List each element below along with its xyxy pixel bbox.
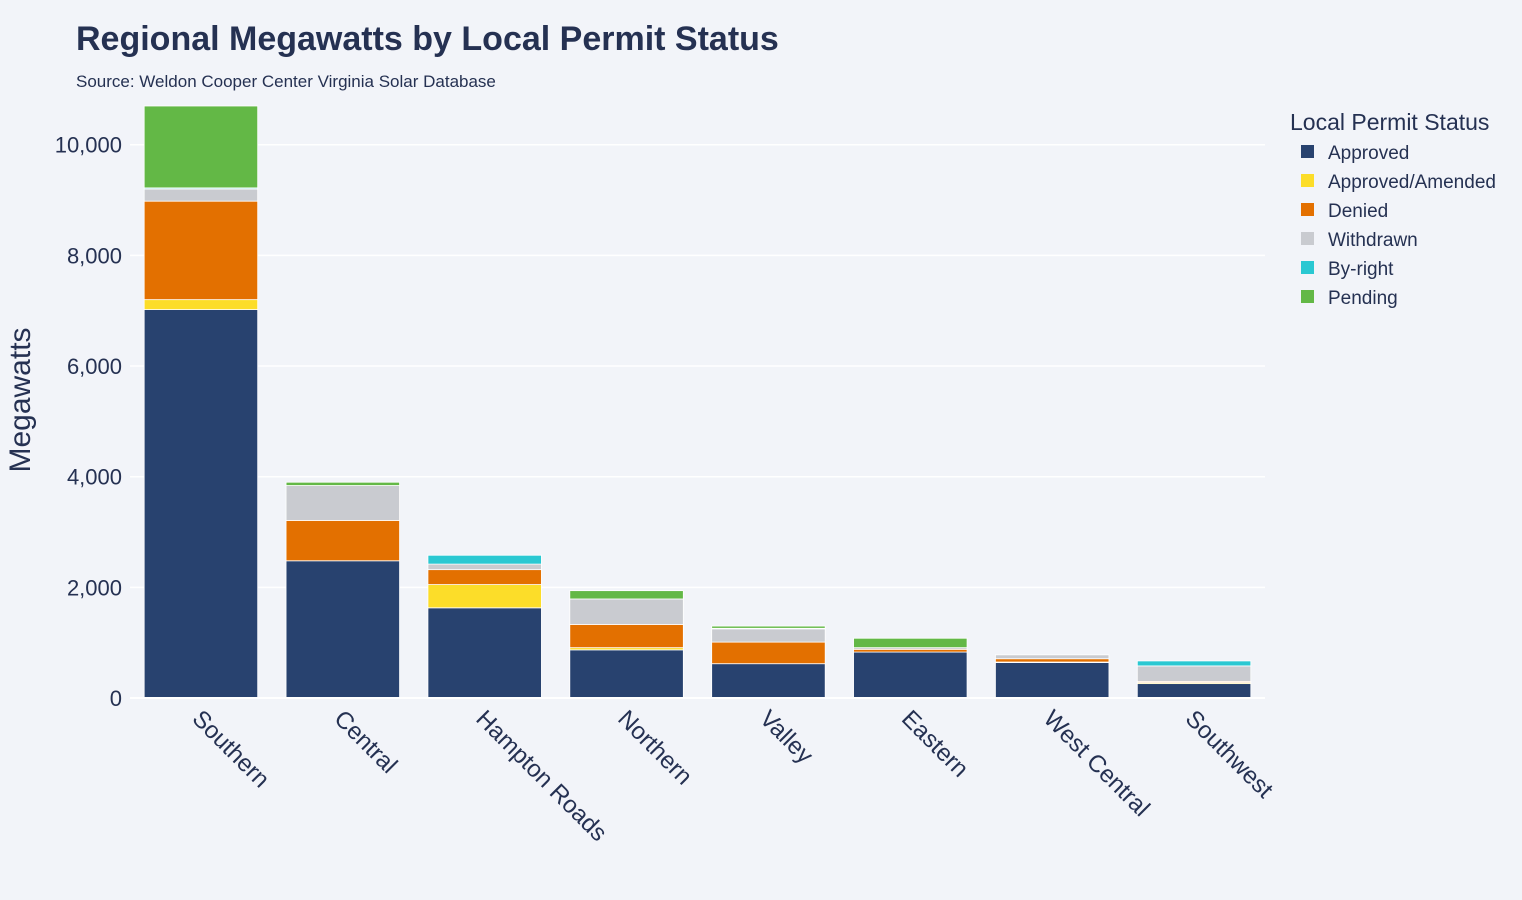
bar-segment bbox=[1136, 665, 1252, 682]
legend-item-label: Denied bbox=[1328, 201, 1388, 222]
bar-segment bbox=[143, 200, 259, 301]
chart-title: Regional Megawatts by Local Permit Statu… bbox=[76, 20, 779, 58]
bar-segment bbox=[427, 569, 542, 585]
bar-segment bbox=[143, 188, 259, 202]
bar-segment bbox=[995, 654, 1110, 660]
bar-segment bbox=[569, 624, 684, 649]
bar-segment bbox=[1136, 660, 1252, 667]
legend-item-label: By-right bbox=[1328, 259, 1394, 280]
bar-segment bbox=[285, 485, 400, 521]
bar-segment bbox=[711, 663, 826, 699]
legend-item-label: Pending bbox=[1328, 288, 1398, 309]
x-tick-label: Southwest bbox=[1180, 705, 1279, 804]
legend-item-label: Approved bbox=[1328, 143, 1409, 164]
bar-segment bbox=[853, 648, 968, 653]
bar-segment bbox=[143, 299, 259, 311]
legend: Local Permit Status Approved Approved/Ame… bbox=[1290, 109, 1496, 309]
bar-segment bbox=[143, 309, 259, 699]
bar-segment bbox=[285, 481, 400, 486]
bar-segment bbox=[711, 628, 826, 643]
bar-segment bbox=[711, 625, 826, 629]
bar-segment bbox=[569, 590, 684, 600]
x-tick-label: West Central bbox=[1038, 705, 1155, 822]
legend-item-label: Approved/Amended bbox=[1328, 172, 1496, 193]
legend-item-label: Withdrawn bbox=[1328, 230, 1418, 251]
bar-segment bbox=[569, 649, 684, 699]
legend-swatch bbox=[1301, 145, 1314, 158]
legend-swatch bbox=[1301, 261, 1314, 274]
bar-segment bbox=[1136, 683, 1252, 699]
bar-segment bbox=[853, 637, 968, 649]
x-tick-label: Central bbox=[329, 705, 403, 779]
y-axis-label: Megawatts bbox=[4, 327, 37, 472]
bar-segment bbox=[427, 563, 542, 571]
bar-segment bbox=[853, 651, 968, 699]
bar-segment bbox=[711, 641, 826, 665]
legend-swatch bbox=[1301, 232, 1314, 245]
bar-segment bbox=[569, 598, 684, 625]
legend-swatch bbox=[1301, 174, 1314, 187]
y-tick-label: 2,000 bbox=[67, 575, 122, 600]
y-tick-labels: 0 2,000 4,000 6,000 8,000 10,000 bbox=[55, 133, 122, 711]
bar-segment bbox=[995, 662, 1110, 699]
x-tick-label: Eastern bbox=[896, 705, 974, 783]
bar-segment bbox=[285, 520, 400, 562]
chart-subtitle: Source: Weldon Cooper Center Virginia So… bbox=[76, 72, 496, 91]
bar-segment bbox=[285, 560, 400, 699]
gridlines bbox=[130, 143, 1265, 589]
legend-swatch bbox=[1301, 290, 1314, 303]
y-tick-label: 4,000 bbox=[67, 465, 122, 490]
bars bbox=[130, 105, 1265, 699]
x-tick-label: Northern bbox=[612, 705, 697, 790]
x-tick-label: Valley bbox=[754, 705, 818, 769]
x-tick-labels: Southern Central Hampton Roads Northern Vall… bbox=[187, 705, 1279, 847]
legend-items: Approved Approved/Amended Denied Withdrawn B… bbox=[1301, 143, 1496, 309]
bar-segment bbox=[995, 658, 1110, 663]
bar-segment bbox=[427, 607, 542, 699]
y-tick-label: 10,000 bbox=[55, 133, 122, 158]
x-tick-label: Southern bbox=[187, 705, 275, 793]
bar-segment bbox=[427, 584, 542, 609]
bar-segment bbox=[143, 105, 259, 189]
y-tick-label: 0 bbox=[110, 686, 122, 711]
bar-segment bbox=[427, 554, 542, 565]
legend-swatch bbox=[1301, 203, 1314, 216]
x-tick-label: Hampton Roads bbox=[470, 705, 612, 847]
legend-title: Local Permit Status bbox=[1290, 109, 1489, 135]
y-tick-label: 6,000 bbox=[67, 354, 122, 379]
y-tick-label: 8,000 bbox=[67, 243, 122, 268]
